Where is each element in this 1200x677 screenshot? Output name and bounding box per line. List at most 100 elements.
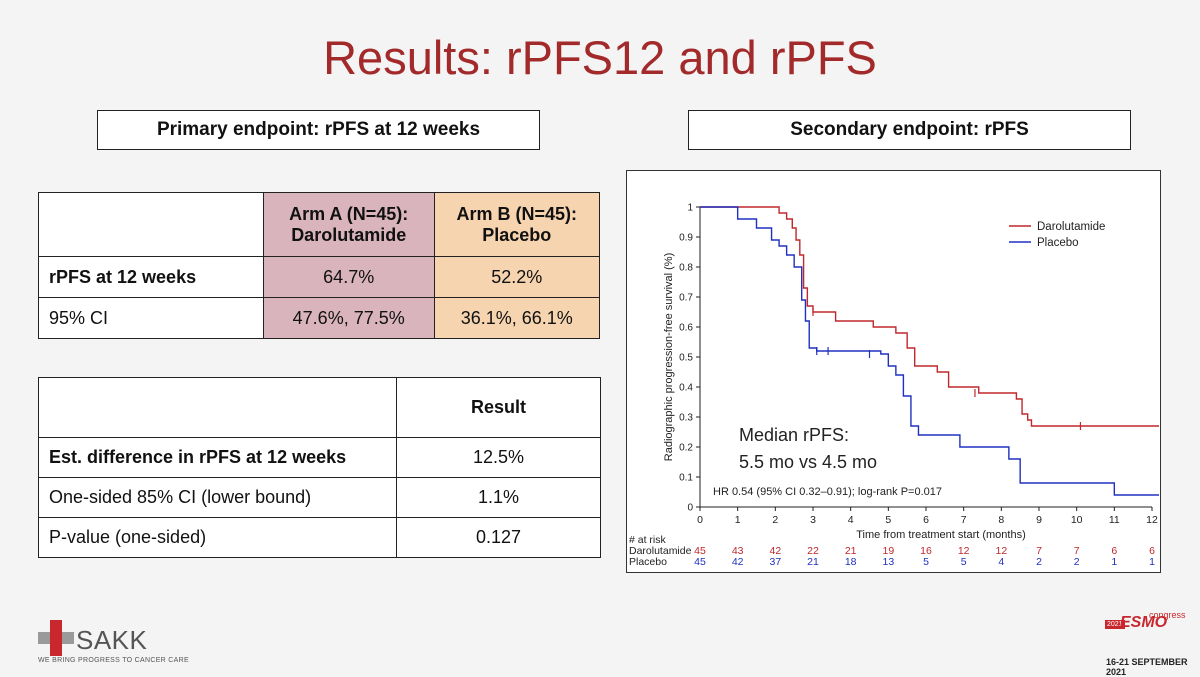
at-risk-value: 43: [732, 545, 744, 557]
at-risk-value: 16: [920, 545, 932, 557]
legend-entry: Darolutamide: [1037, 221, 1105, 233]
at-risk-value: 2: [1036, 556, 1042, 568]
row-label: One-sided 85% CI (lower bound): [38, 477, 397, 518]
y-tick-label: 0.3: [679, 413, 693, 424]
congress-dates: 16-21 SEPTEMBER 2021: [1106, 657, 1188, 677]
arm-b-header-line2: Placebo: [482, 224, 552, 245]
arm-a-header: Arm A (N=45): Darolutamide: [262, 192, 435, 257]
at-risk-value: 37: [769, 556, 781, 568]
sakk-tagline: WE BRING PROGRESS TO CANCER CARE: [38, 657, 189, 664]
esmo-year: 2021: [1105, 620, 1125, 629]
x-tick-label: 3: [810, 514, 816, 526]
y-tick-label: 0.1: [679, 473, 693, 484]
arm-a-value: 47.6%, 77.5%: [262, 297, 435, 339]
at-risk-value: 4: [998, 556, 1004, 568]
x-tick-label: 9: [1036, 514, 1042, 526]
at-risk-value: 5: [923, 556, 929, 568]
x-tick-label: 7: [961, 514, 967, 526]
slide-title: Results: rPFS12 and rPFS: [323, 31, 877, 84]
at-risk-title: # at risk: [629, 534, 667, 546]
table-row: One-sided 85% CI (lower bound) 1.1%: [38, 477, 601, 518]
primary-endpoint-label: Primary endpoint: rPFS at 12 weeks: [97, 110, 540, 150]
at-risk-value: 6: [1111, 545, 1117, 557]
x-axis-label: Time from treatment start (months): [856, 529, 1026, 541]
table-row: P-value (one-sided) 0.127: [38, 517, 601, 558]
at-risk-value: 2: [1074, 556, 1080, 568]
x-tick-label: 0: [697, 514, 703, 526]
secondary-endpoint-label: Secondary endpoint: rPFS: [688, 110, 1131, 150]
at-risk-label: Placebo: [629, 556, 667, 568]
x-tick-label: 2: [772, 514, 778, 526]
at-risk-value: 21: [807, 556, 819, 568]
km-chart: 00.10.20.30.40.50.60.70.80.910 1 2 3 4 5 6 7 8 9 1…: [629, 203, 1159, 568]
y-tick-label: 0.4: [679, 383, 693, 394]
at-risk-value: 45: [694, 556, 706, 568]
empty-header-cell: [38, 377, 397, 438]
at-risk-value: 1: [1111, 556, 1117, 568]
y-tick-label: 1: [687, 203, 693, 214]
y-tick-label: 0: [687, 503, 693, 514]
row-value: 12.5%: [396, 437, 601, 478]
at-risk-value: 12: [958, 545, 970, 557]
median-annotation-line1: Median rPFS:: [739, 425, 849, 445]
at-risk-value: 7: [1074, 545, 1080, 557]
km-plot-panel: 0 0.1 0.2 0.3 0.4 0.5 0.6 0.7 0.8 0.9 1 0 1 2 3 4 5 6 7 8 9 1…: [626, 170, 1161, 573]
km-line-darolutamide: [700, 206, 1159, 427]
at-risk-value: 42: [732, 556, 744, 568]
x-tick-label: 1: [735, 514, 741, 526]
sakk-logo-text: SAKK: [76, 625, 148, 655]
row-label: P-value (one-sided): [38, 517, 397, 558]
x-tick-label: 11: [1109, 514, 1120, 526]
at-risk-value: 13: [882, 556, 894, 568]
y-tick-label: 0.2: [679, 443, 693, 454]
y-tick-label: 0.8: [679, 263, 693, 274]
x-tick-label: 5: [885, 514, 891, 526]
x-tick-label: 12: [1146, 514, 1158, 526]
row-value: 0.127: [396, 517, 601, 558]
sakk-logo-icon: [38, 620, 74, 656]
result-header: Result: [396, 377, 601, 438]
at-risk-value: 5: [961, 556, 967, 568]
y-tick-label: 0.7: [679, 293, 693, 304]
esmo-logo: ESMO: [1120, 614, 1168, 631]
at-risk-value: 22: [807, 545, 819, 557]
arm-b-value: 36.1%, 66.1%: [433, 297, 601, 339]
primary-results-table: Arm A (N=45): Darolutamide Arm B (N=45):…: [38, 192, 601, 339]
x-tick-label: 6: [923, 514, 929, 526]
at-risk-value: 7: [1036, 545, 1042, 557]
row-label: rPFS at 12 weeks: [38, 256, 264, 298]
arm-a-header-line2: Darolutamide: [291, 224, 407, 245]
x-tick-label: 4: [848, 514, 854, 526]
km-line-placebo: [700, 206, 1159, 496]
arm-b-header-line1: Arm B (N=45):: [456, 203, 578, 224]
y-tick-label: 0.9: [679, 233, 693, 244]
row-value: 1.1%: [396, 477, 601, 518]
hr-annotation: HR 0.54 (95% CI 0.32–0.91); log-rank P=0…: [713, 486, 942, 498]
at-risk-value: 12: [995, 545, 1007, 557]
row-label: 95% CI: [38, 297, 264, 339]
median-annotation-line2: 5.5 mo vs 4.5 mo: [739, 452, 877, 472]
empty-header-cell: [38, 192, 264, 257]
x-tick-label: 10: [1071, 514, 1083, 526]
at-risk-value: 18: [845, 556, 857, 568]
at-risk-value: 6: [1149, 545, 1155, 557]
difference-results-table: Result Est. difference in rPFS at 12 wee…: [38, 377, 601, 558]
legend-entry: Placebo: [1037, 237, 1079, 249]
y-tick-label: 0.5: [679, 353, 693, 364]
row-label: Est. difference in rPFS at 12 weeks: [38, 437, 397, 478]
arm-a-header-line1: Arm A (N=45):: [289, 203, 409, 224]
x-tick-label: 8: [998, 514, 1004, 526]
at-risk-value: 19: [882, 545, 894, 557]
at-risk-value: 45: [694, 545, 706, 557]
at-risk-value: 42: [769, 545, 781, 557]
arm-b-header: Arm B (N=45): Placebo: [433, 192, 601, 257]
table-header-row: Arm A (N=45): Darolutamide Arm B (N=45):…: [38, 192, 601, 257]
y-tick-label: 0.6: [679, 323, 693, 334]
arm-b-value: 52.2%: [433, 256, 601, 298]
at-risk-value: 21: [845, 545, 857, 557]
table-header-row: Result: [38, 377, 601, 438]
at-risk-value: 1: [1149, 556, 1155, 568]
table-row: rPFS at 12 weeks 64.7% 52.2%: [38, 256, 601, 298]
arm-a-value: 64.7%: [262, 256, 435, 298]
table-row: Est. difference in rPFS at 12 weeks 12.5…: [38, 437, 601, 478]
